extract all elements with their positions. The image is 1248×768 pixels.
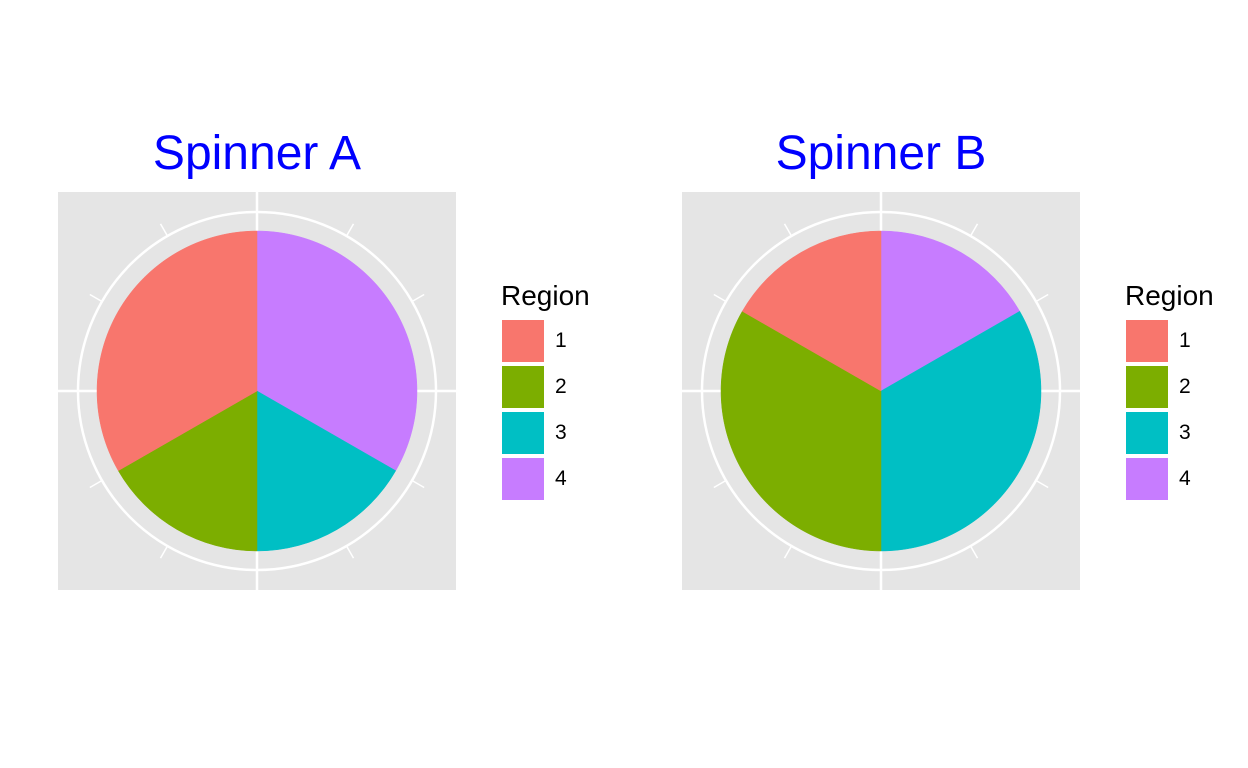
grid-tick bbox=[345, 544, 355, 559]
legend-item-3: 3 bbox=[501, 410, 590, 456]
grid-tick bbox=[713, 479, 728, 489]
legend-swatch bbox=[501, 411, 545, 455]
pie-plot-panel bbox=[58, 192, 456, 590]
pie-slice-region-4 bbox=[880, 230, 1021, 392]
legend-label: 3 bbox=[1179, 421, 1191, 444]
grid-tick bbox=[159, 223, 169, 238]
grid-tick bbox=[89, 293, 104, 303]
legend-title: Region bbox=[501, 280, 590, 311]
legend-title: Region bbox=[1125, 280, 1214, 311]
grid-tick bbox=[969, 223, 979, 238]
legend-label: 2 bbox=[1179, 375, 1191, 398]
legend-swatch bbox=[1125, 457, 1169, 501]
spinner-b-chart: Spinner B Region 1 2 3 4 bbox=[624, 0, 1248, 768]
grid-tick bbox=[410, 479, 425, 489]
grid-tick bbox=[345, 223, 355, 238]
legend-swatch bbox=[501, 457, 545, 501]
pie-slice-region-1 bbox=[741, 230, 882, 392]
legend: Region 1 2 3 4 bbox=[501, 280, 590, 502]
grid-tick bbox=[783, 223, 793, 238]
pie-slice-region-2 bbox=[720, 310, 882, 552]
pie-slice-region-3 bbox=[880, 310, 1042, 552]
legend-label: 4 bbox=[555, 467, 567, 490]
legend-label: 2 bbox=[555, 375, 567, 398]
legend-swatch bbox=[1125, 365, 1169, 409]
grid-tick bbox=[410, 293, 425, 303]
pie-slice-region-1 bbox=[96, 230, 258, 472]
grid-tick bbox=[1034, 293, 1049, 303]
grid-tick bbox=[713, 293, 728, 303]
grid-tick bbox=[1034, 479, 1049, 489]
legend-label: 4 bbox=[1179, 467, 1191, 490]
grid-tick bbox=[89, 479, 104, 489]
legend-item-2: 2 bbox=[501, 364, 590, 410]
chart-title: Spinner B bbox=[775, 127, 987, 180]
legend-swatch bbox=[501, 365, 545, 409]
legend-swatch bbox=[1125, 411, 1169, 455]
legend-label: 1 bbox=[1179, 329, 1191, 352]
pie-slice-region-3 bbox=[256, 390, 397, 552]
grid-tick bbox=[783, 544, 793, 559]
pie-slice-region-4 bbox=[256, 230, 418, 472]
pie-slice-region-2 bbox=[117, 390, 258, 552]
legend-item-2: 2 bbox=[1125, 364, 1214, 410]
legend: Region 1 2 3 4 bbox=[1125, 280, 1214, 502]
grid-tick bbox=[159, 544, 169, 559]
legend-item-1: 1 bbox=[501, 318, 590, 364]
legend-item-1: 1 bbox=[1125, 318, 1214, 364]
legend-item-4: 4 bbox=[1125, 456, 1214, 502]
legend-swatch bbox=[501, 319, 545, 363]
legend-item-3: 3 bbox=[1125, 410, 1214, 456]
legend-item-4: 4 bbox=[501, 456, 590, 502]
legend-label: 1 bbox=[555, 329, 567, 352]
legend-label: 3 bbox=[555, 421, 567, 444]
chart-title: Spinner A bbox=[152, 127, 362, 180]
pie-plot-panel bbox=[682, 192, 1080, 590]
grid-tick bbox=[969, 544, 979, 559]
spinner-a-chart: Spinner A Region 1 2 3 4 bbox=[58, 127, 590, 590]
legend-swatch bbox=[1125, 319, 1169, 363]
